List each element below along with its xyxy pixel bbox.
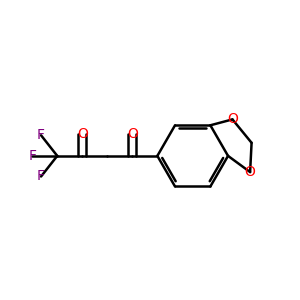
Text: F: F <box>37 169 45 184</box>
Text: F: F <box>37 128 45 142</box>
Text: O: O <box>245 165 256 179</box>
Text: O: O <box>127 127 138 141</box>
Text: O: O <box>77 127 88 141</box>
Text: F: F <box>28 149 36 163</box>
Text: O: O <box>227 112 238 126</box>
